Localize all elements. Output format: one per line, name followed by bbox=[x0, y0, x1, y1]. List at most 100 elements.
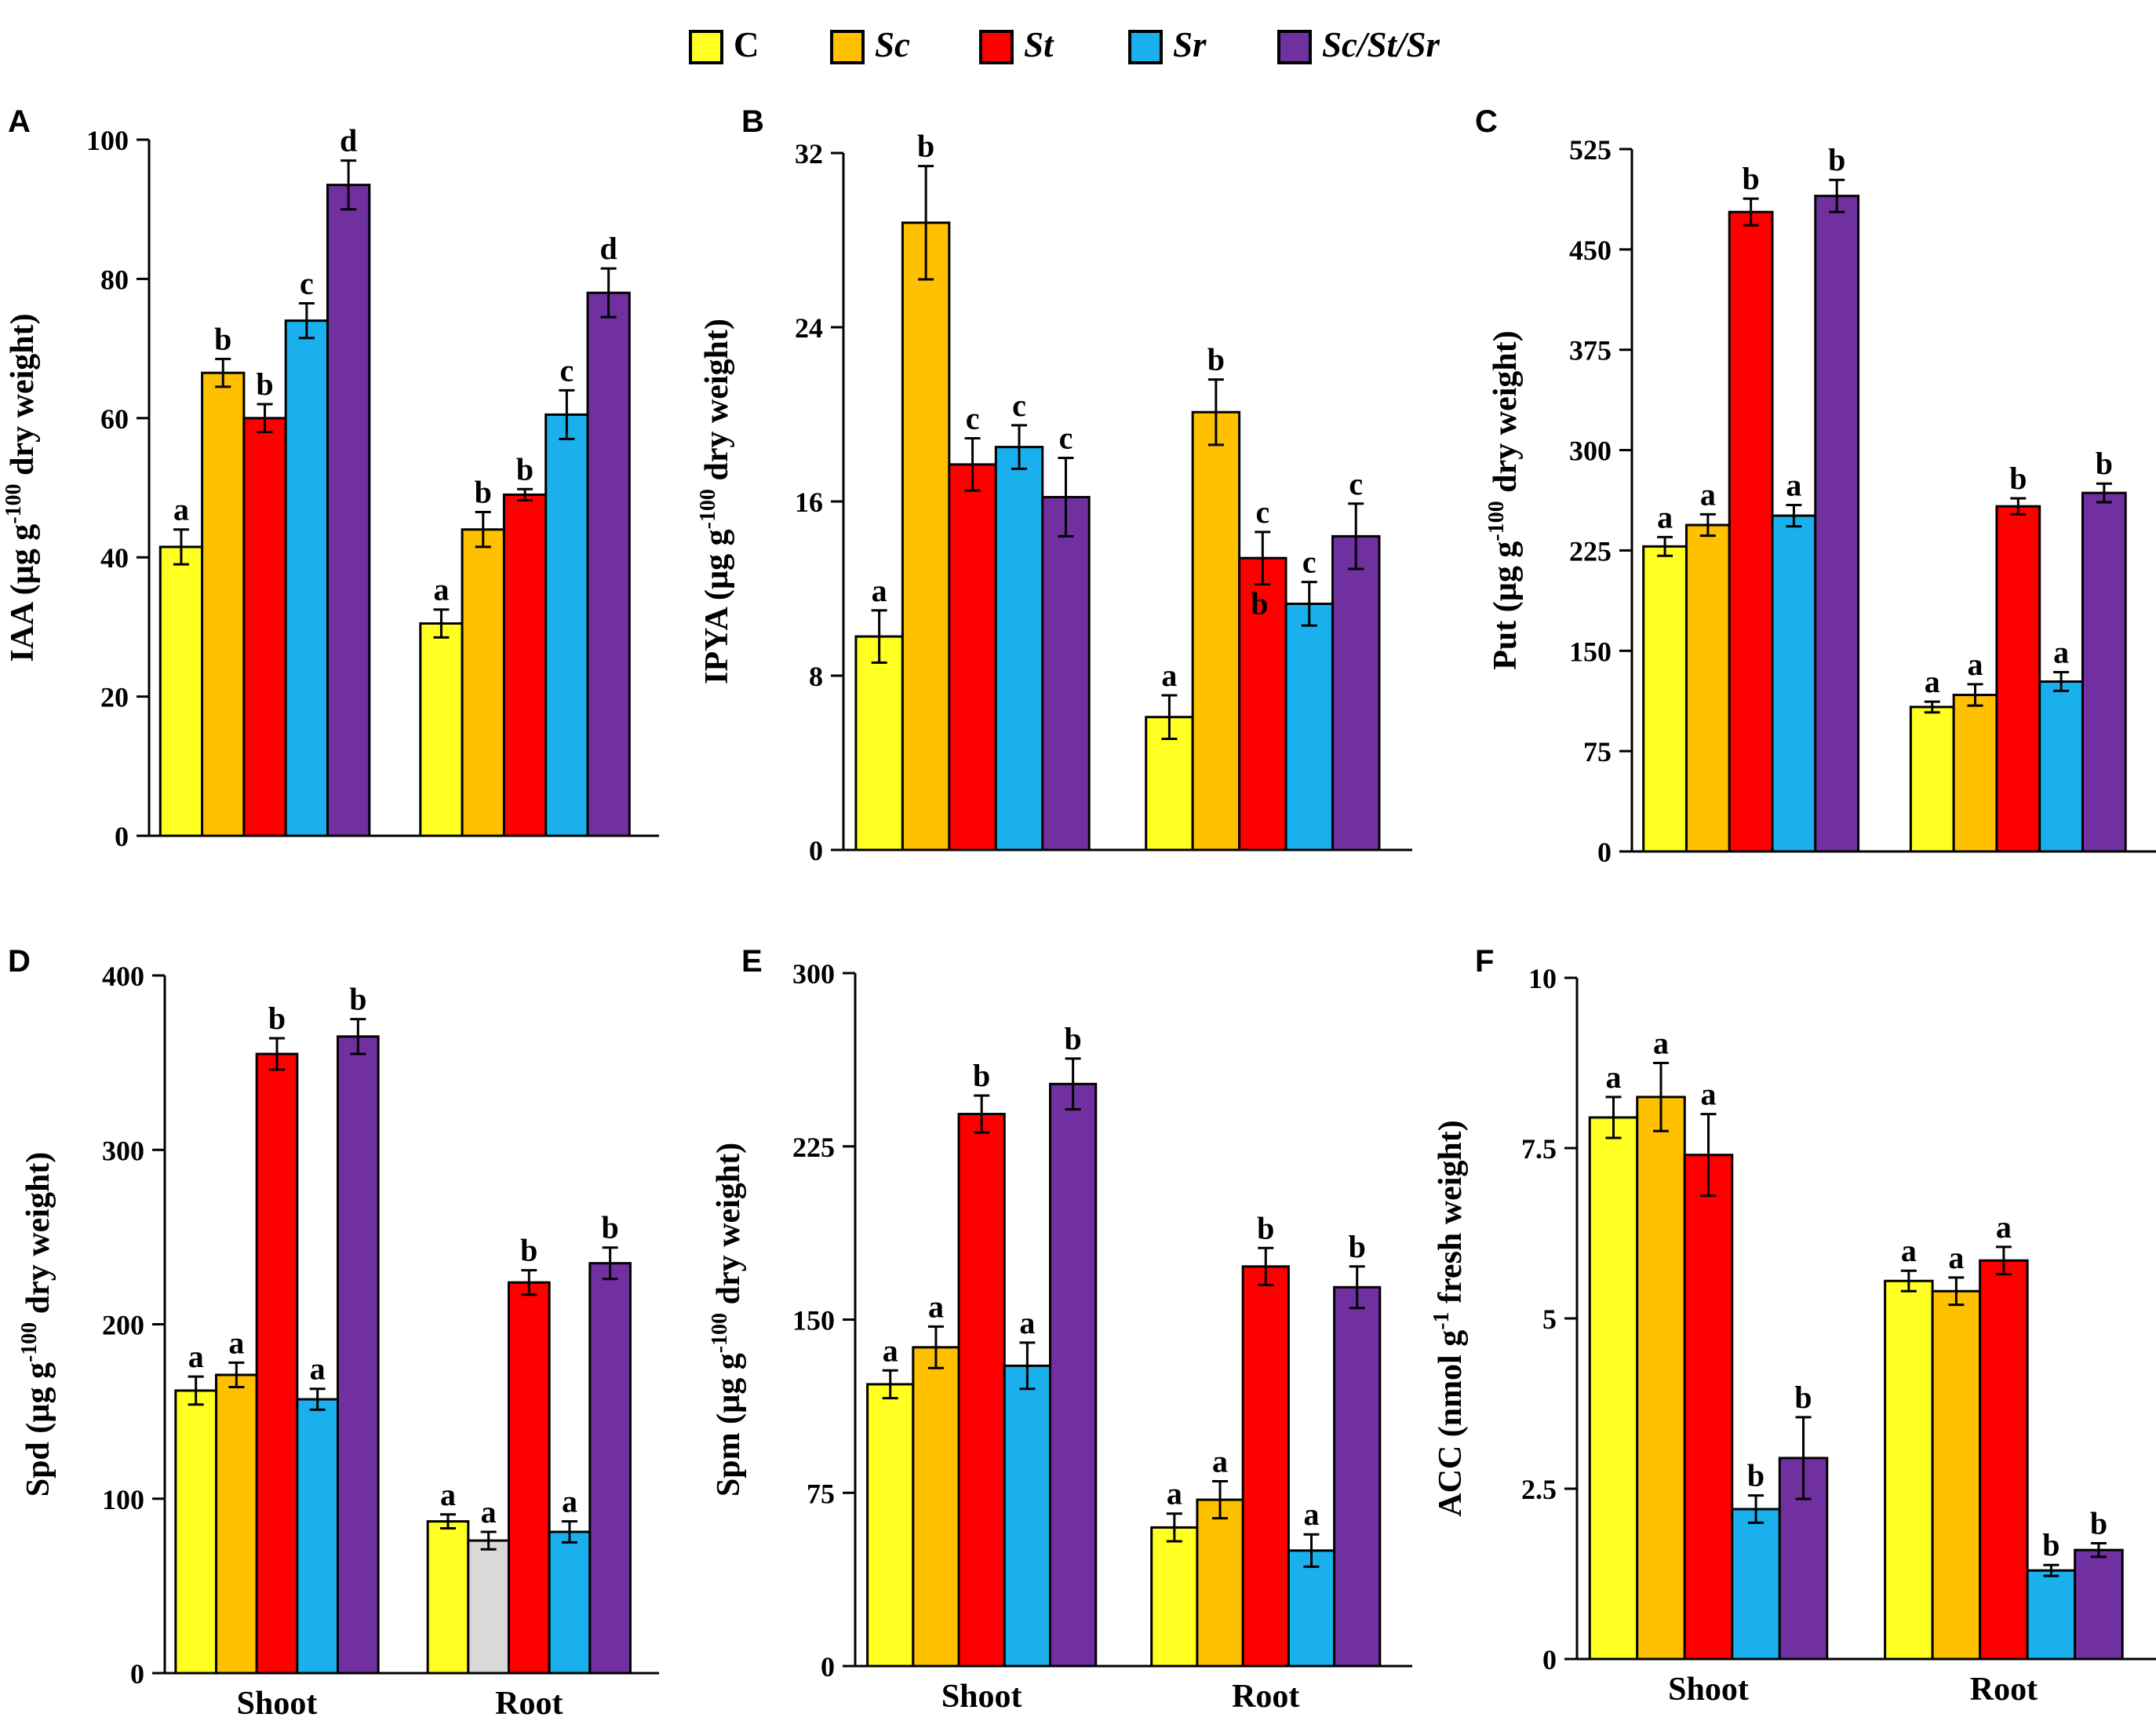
y-tick-label: 10 bbox=[1528, 963, 1557, 994]
bar-st bbox=[242, 417, 287, 837]
significance-letter: a bbox=[1701, 1077, 1717, 1112]
bar-st bbox=[957, 1113, 1006, 1668]
y-tick-label: 16 bbox=[795, 487, 823, 518]
bar-group-shoot: a bb c d bbox=[158, 123, 371, 837]
significance-letter: a bbox=[1700, 476, 1716, 512]
significance-letter: b bbox=[214, 321, 231, 356]
significance-letter: a bbox=[1948, 1240, 1964, 1275]
bar-c bbox=[1909, 706, 1955, 853]
significance-letter: a bbox=[1786, 467, 1801, 502]
y-axis-title-tail: dry weight) bbox=[711, 1143, 747, 1313]
y-tick-label: 100 bbox=[86, 125, 129, 156]
significance-letter: b bbox=[1743, 161, 1760, 196]
significance-letter: a bbox=[1653, 1026, 1669, 1061]
significance-letter: a bbox=[481, 1494, 497, 1530]
bar-scstsr bbox=[2074, 1548, 2124, 1661]
significance-letter: a bbox=[1303, 1497, 1319, 1532]
y-tick-label: 24 bbox=[795, 312, 823, 344]
bar-sc bbox=[901, 221, 951, 851]
legend-swatch-sr bbox=[1128, 30, 1163, 64]
significance-letter: a bbox=[1605, 1059, 1621, 1095]
y-tick-label: 450 bbox=[1569, 235, 1612, 266]
panel-letter: C bbox=[1475, 104, 1498, 139]
significance-letter: b bbox=[1349, 1229, 1366, 1264]
y-tick-label: 150 bbox=[1569, 636, 1612, 667]
significance-letter: a bbox=[188, 1339, 204, 1374]
y-tick-label: 75 bbox=[807, 1478, 835, 1509]
significance-letter: a bbox=[1925, 664, 1940, 699]
bar-scstsr bbox=[1041, 495, 1091, 851]
significance-letter: a bbox=[562, 1484, 577, 1519]
y-tick-label: 300 bbox=[792, 958, 835, 990]
y-axis-title-tail: dry weight) bbox=[20, 1152, 56, 1322]
bar-sr bbox=[548, 1530, 592, 1675]
y-axis-title-main: ACC (nmol g bbox=[1433, 1330, 1469, 1517]
bar-c bbox=[854, 635, 904, 851]
significance-letter: b bbox=[1794, 1380, 1812, 1415]
significance-letter: a bbox=[1657, 499, 1673, 534]
bar-scstsr bbox=[586, 291, 631, 837]
y-tick-label: 5 bbox=[1542, 1304, 1557, 1335]
category-label-root: Root bbox=[495, 1686, 563, 1721]
bar-c bbox=[426, 1520, 470, 1675]
y-axis-title-superscript: -100 bbox=[708, 1313, 732, 1353]
y-tick-label: 0 bbox=[115, 821, 129, 852]
significance-letter: b bbox=[1747, 1458, 1764, 1493]
significance-letter: a bbox=[928, 1289, 944, 1324]
significance-letter: b bbox=[2042, 1527, 2059, 1562]
y-tick-label: 0 bbox=[130, 1658, 144, 1690]
panel-c: C 0 75 150 225 300 375 450 525 Put (µg g-100 dry … bbox=[1475, 104, 2156, 868]
significance-letter: b bbox=[516, 451, 534, 487]
significance-letter: a bbox=[173, 492, 189, 527]
y-tick-label: 300 bbox=[102, 1135, 144, 1166]
y-axis-title: Spm (µg g-100 dry weight) bbox=[708, 1143, 747, 1497]
significance-letter: a bbox=[1167, 1476, 1182, 1511]
y-axis-title-tail: dry weight) bbox=[1488, 330, 1524, 501]
significance-letter: d bbox=[340, 123, 357, 159]
significance-letter: b bbox=[268, 1001, 286, 1036]
significance-letter: c bbox=[1255, 494, 1269, 530]
bar-sr bbox=[2026, 1569, 2077, 1661]
y-axis-title-superscript: -100 bbox=[17, 1322, 42, 1362]
legend-label-sr: Sr bbox=[1173, 25, 1207, 64]
y-tick-label: 100 bbox=[102, 1484, 144, 1515]
legend-label-scstsr: Sc/St/Sr bbox=[1322, 25, 1440, 64]
category-label-shoot: Shoot bbox=[941, 1679, 1022, 1715]
legend-swatch-c bbox=[689, 30, 723, 64]
bar-sc bbox=[461, 528, 505, 837]
y-tick-label: 0 bbox=[1542, 1644, 1557, 1675]
y-axis-title-superscript: -100 bbox=[2, 483, 26, 523]
bar-scstsr bbox=[326, 184, 371, 837]
category-label-root: Root bbox=[1232, 1679, 1299, 1715]
y-axis-title: Put (µg g-100 dry weight) bbox=[1484, 330, 1524, 670]
legend: C Sc St Sr Sc/St/Sr bbox=[689, 25, 1440, 64]
bar-c bbox=[1884, 1279, 1934, 1661]
bar-sc bbox=[1952, 694, 1998, 853]
panel-letter: B bbox=[741, 104, 764, 139]
y-axis-title-tail: fresh weight) bbox=[1433, 1120, 1469, 1311]
bar-st bbox=[502, 493, 548, 837]
bar-scstsr bbox=[1331, 534, 1381, 851]
y-axis-title-superscript: -100 bbox=[1484, 501, 1509, 541]
y-tick-label: 300 bbox=[1569, 436, 1612, 467]
legend-label-st: St bbox=[1024, 25, 1054, 64]
significance-letter: d bbox=[600, 231, 617, 266]
bar-scstsr bbox=[588, 1262, 632, 1675]
significance-letter: b bbox=[520, 1233, 537, 1268]
significance-letter: b bbox=[1828, 142, 1845, 177]
bar-sr bbox=[1003, 1364, 1052, 1668]
significance-letter: b bbox=[1207, 342, 1225, 377]
y-tick-label: 150 bbox=[792, 1305, 835, 1336]
y-tick-label: 0 bbox=[809, 835, 823, 866]
y-tick-label: 0 bbox=[821, 1651, 835, 1683]
significance-letter: c bbox=[1012, 388, 1026, 423]
y-tick-label: 75 bbox=[1583, 736, 1612, 768]
significance-letter: a bbox=[872, 573, 887, 608]
bar-group-shoot: abc cc bbox=[854, 129, 1091, 851]
bar-st bbox=[1995, 505, 2041, 853]
y-tick-label: 225 bbox=[792, 1132, 835, 1163]
panel-letter: A bbox=[8, 104, 31, 139]
